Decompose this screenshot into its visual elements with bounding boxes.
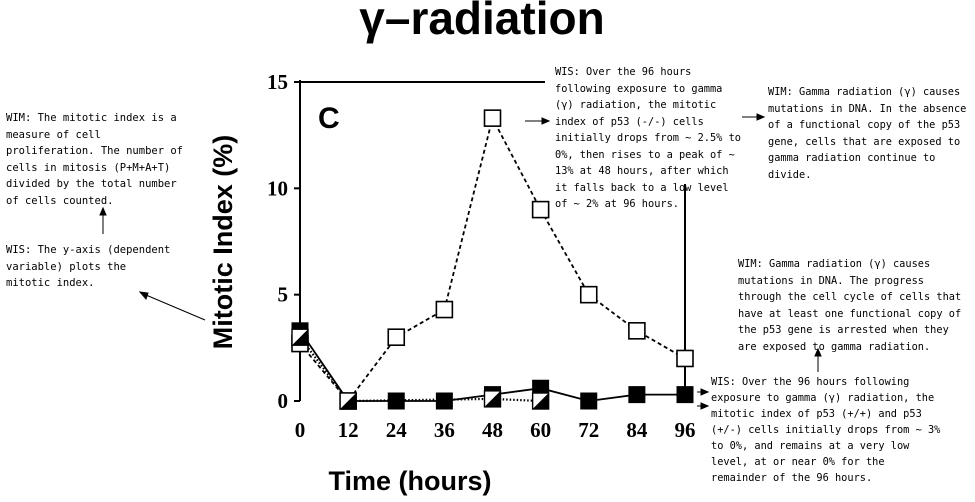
arrowhead	[700, 388, 710, 396]
annotation-wim-top-right: WIM: Gamma radiation (γ) causes mutation…	[768, 86, 967, 181]
y-tick-label: 15	[267, 70, 288, 94]
data-point-half-square	[339, 392, 357, 410]
x-axis-title: Time (hours)	[328, 466, 491, 496]
x-tick-label: 12	[338, 418, 359, 442]
x-tick-label: 60	[530, 418, 551, 442]
chart-title: γ–radiation	[359, 0, 604, 44]
markers-group	[291, 109, 694, 410]
annotation-wim-left: WIM: The mitotic index is a measure of c…	[6, 112, 184, 207]
arrowhead	[700, 402, 710, 410]
tick-labels: 0 5 10 15 0 12 24 36 48 60 72 84 96	[267, 70, 696, 442]
data-point-half-square	[531, 392, 550, 410]
half-square-fill	[292, 329, 308, 346]
data-point-filled-square	[435, 392, 453, 410]
data-point-open-square	[531, 200, 550, 219]
arrow-wis-left-to-axis	[145, 294, 206, 321]
data-point-open-square	[435, 300, 454, 319]
data-point-filled-square	[676, 386, 694, 404]
panel-label: C	[318, 102, 340, 135]
arrowhead	[541, 117, 551, 125]
data-point-filled-square	[628, 386, 646, 404]
x-tick-label: 72	[578, 418, 599, 442]
x-tick-label: 48	[482, 418, 503, 442]
data-point-filled-square	[387, 392, 405, 410]
data-point-half-square	[483, 390, 502, 408]
y-tick-label: 5	[278, 283, 289, 307]
y-axis-title: Mitotic Index (%)	[208, 135, 238, 350]
series-line-half-filled-square	[299, 336, 541, 403]
annotation-wis-left: WIS: The y-axis (dependent variable) plo…	[6, 244, 171, 289]
annotation-wim-mid-right: WIM: Gamma radiation (γ) causes mutation…	[738, 258, 962, 353]
y-tick-label: 10	[267, 176, 288, 200]
half-square-fill	[532, 393, 549, 409]
x-tick-label: 0	[295, 418, 306, 442]
y-tick-label: 0	[278, 389, 289, 413]
arrowhead	[756, 113, 766, 121]
half-square-fill	[340, 393, 357, 409]
annotation-wis-top: WIS: Over the 96 hours following exposur…	[555, 66, 741, 210]
arrowhead	[814, 347, 822, 357]
arrowhead	[99, 206, 107, 216]
x-tick-label: 24	[386, 418, 408, 442]
data-point-open-square	[483, 109, 502, 127]
data-point-half-square	[291, 328, 309, 346]
arrowhead	[138, 291, 149, 300]
data-point-filled-square	[580, 392, 598, 410]
data-point-open-square	[387, 328, 406, 347]
x-tick-label: 96	[675, 418, 696, 442]
half-square-fill	[484, 390, 501, 407]
x-tick-label: 84	[626, 418, 648, 442]
data-point-open-square	[676, 349, 694, 368]
annotation-wis-bottom-right: WIS: Over the 96 hours following exposur…	[711, 376, 941, 484]
data-point-open-square	[628, 322, 646, 340]
x-tick-label: 36	[434, 418, 455, 442]
data-point-open-square	[579, 285, 598, 304]
annotation-arrows	[99, 113, 822, 410]
